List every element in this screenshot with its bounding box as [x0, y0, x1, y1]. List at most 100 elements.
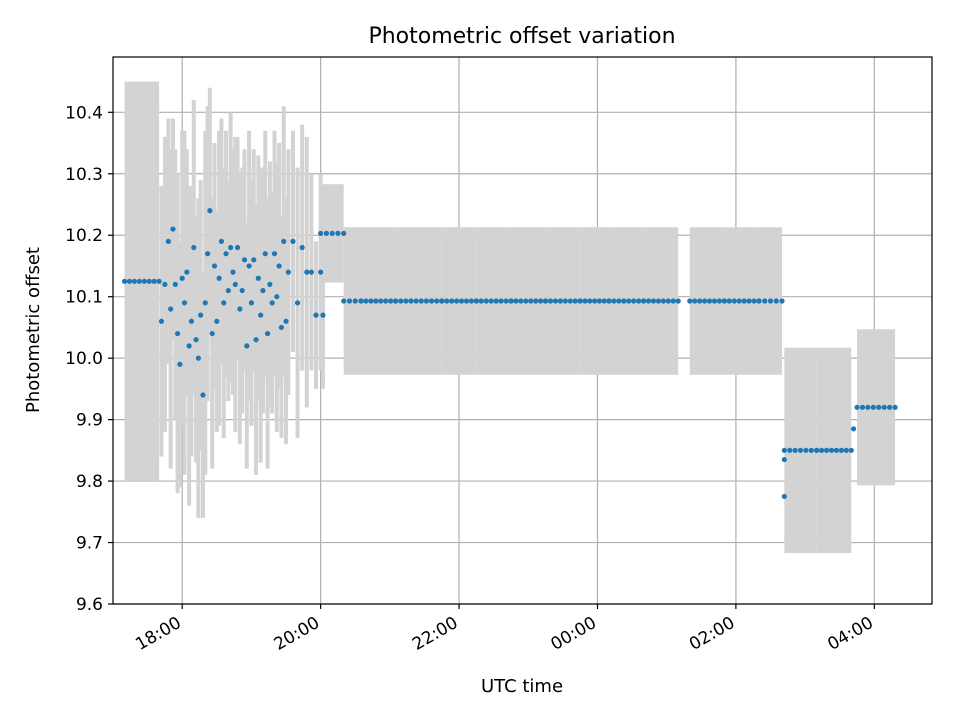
data-point: [731, 298, 737, 304]
data-point: [692, 298, 698, 304]
data-point: [241, 257, 248, 263]
data-point: [184, 269, 190, 275]
data-point: [838, 447, 844, 453]
data-point: [168, 306, 174, 312]
data-point: [779, 298, 785, 304]
data-point: [552, 298, 559, 304]
data-point: [335, 230, 341, 236]
data-point: [428, 298, 435, 304]
data-point: [797, 447, 804, 453]
data-point: [352, 298, 358, 304]
data-point: [781, 456, 787, 463]
data-point: [308, 269, 315, 275]
data-point: [255, 275, 261, 281]
data-point: [262, 251, 268, 257]
data-point: [237, 306, 243, 312]
data-point: [881, 404, 887, 410]
data-point: [218, 238, 225, 244]
data-point: [591, 298, 598, 304]
data-point: [228, 244, 234, 251]
data-point: [488, 298, 494, 304]
data-point: [368, 298, 374, 304]
data-point: [274, 294, 280, 300]
x-axis-ticks: 18:00 20:00 22:00 00:00 02:00 04:00: [132, 604, 877, 655]
data-point: [165, 238, 171, 244]
data-point: [209, 330, 215, 337]
data-point: [706, 298, 713, 304]
data-point: [621, 298, 627, 304]
y-tick-label: 10.4: [65, 103, 103, 123]
data-point: [318, 230, 324, 236]
x-tick-label: 20:00: [271, 613, 323, 655]
data-point: [413, 298, 419, 304]
data-point: [697, 298, 703, 304]
data-point: [498, 298, 504, 304]
data-point: [211, 263, 218, 269]
data-point: [458, 298, 465, 304]
data-point: [767, 298, 774, 304]
data-point: [313, 312, 319, 318]
data-point: [162, 281, 168, 288]
data-point: [198, 312, 204, 318]
data-point: [141, 278, 147, 284]
data-point: [850, 426, 857, 432]
data-point: [601, 298, 607, 304]
data-point: [787, 447, 793, 453]
data-point: [383, 298, 389, 304]
data-point: [892, 404, 898, 410]
data-point: [225, 287, 231, 294]
data-point: [378, 298, 384, 304]
data-point: [528, 298, 534, 304]
data-point: [781, 493, 787, 500]
data-point: [188, 318, 195, 324]
y-tick-label: 9.6: [76, 595, 103, 615]
data-point: [179, 275, 185, 281]
data-point: [547, 298, 554, 304]
data-point: [577, 298, 583, 304]
y-tick-label: 10.3: [65, 165, 103, 185]
data-point: [170, 226, 176, 232]
data-point: [859, 404, 866, 410]
data-point: [246, 263, 252, 269]
data-point: [701, 298, 708, 304]
y-tick-label: 9.9: [76, 411, 103, 431]
data-point: [271, 251, 278, 257]
data-point: [234, 244, 241, 251]
data-point: [363, 298, 369, 304]
data-point: [781, 447, 787, 453]
x-tick-label: 04:00: [824, 613, 876, 655]
data-point: [631, 298, 637, 304]
data-point: [726, 298, 732, 304]
data-point: [833, 447, 840, 453]
data-point: [281, 238, 287, 244]
data-point: [773, 298, 779, 304]
data-point: [131, 278, 138, 284]
data-point: [434, 298, 440, 304]
data-point: [523, 298, 529, 304]
data-point: [200, 392, 206, 398]
data-point: [290, 238, 296, 244]
data-point: [542, 298, 549, 304]
data-point: [587, 298, 593, 304]
data-point: [746, 298, 752, 304]
x-tick-label: 22:00: [409, 613, 461, 655]
data-point: [711, 298, 718, 304]
data-point: [645, 298, 652, 304]
data-point: [177, 361, 183, 367]
data-point: [808, 447, 814, 453]
data-point: [195, 355, 201, 361]
data-point: [655, 298, 662, 304]
data-point: [341, 230, 347, 236]
data-point: [803, 447, 809, 453]
data-point: [191, 244, 197, 251]
data-point: [503, 298, 509, 304]
data-point: [751, 298, 757, 304]
error-bars: [124, 81, 896, 553]
x-tick-label: 00:00: [548, 613, 600, 655]
data-point: [596, 298, 603, 304]
y-tick-label: 9.8: [76, 472, 103, 492]
data-point: [158, 318, 165, 324]
chart-title: Photometric offset variation: [368, 24, 675, 49]
data-point: [508, 298, 514, 304]
